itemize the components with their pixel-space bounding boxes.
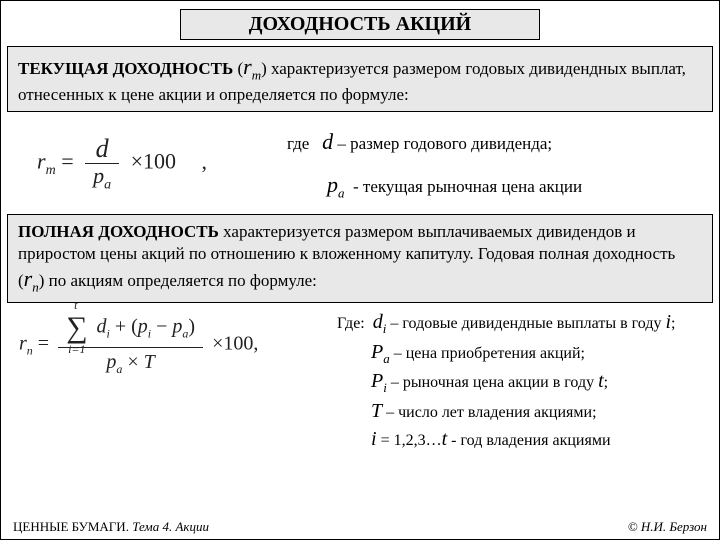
section-full-yield: ПОЛНАЯ ДОХОДНОСТЬ характеризуется размер… — [7, 214, 713, 303]
section1-bold: ТЕКУЩАЯ ДОХОДНОСТЬ — [18, 59, 233, 78]
slide-page: ДОХОДНОСТЬ АКЦИЙ ТЕКУЩАЯ ДОХОДНОСТЬ (rm)… — [0, 0, 720, 540]
formula2-defs: Где: di – годовые дивидендные выплаты в … — [337, 305, 713, 454]
footer-left: ЦЕННЫЕ БУМАГИ. Тема 4. Акции — [13, 519, 209, 535]
formula2-row: rn = t ∑ i=1 di + (pi − pa) pa × T ×100,… — [7, 305, 713, 454]
slide-footer: ЦЕННЫЕ БУМАГИ. Тема 4. Акции © Н.И. Берз… — [1, 519, 719, 535]
formula-full-yield: rn = t ∑ i=1 di + (pi − pa) pa × T ×100, — [7, 305, 337, 454]
footer-right: © Н.И. Берзон — [628, 519, 707, 535]
formula-current-yield: rm = d pa ×100 , — [7, 135, 277, 192]
formula1-defs: где d – размер годового дивиденда; pa - … — [277, 123, 713, 205]
formula1-row: rm = d pa ×100 , где d – размер годового… — [7, 116, 713, 212]
section-current-yield: ТЕКУЩАЯ ДОХОДНОСТЬ (rm) характеризуется … — [7, 46, 713, 112]
slide-title: ДОХОДНОСТЬ АКЦИЙ — [180, 9, 540, 40]
section2-bold: ПОЛНАЯ ДОХОДНОСТЬ — [18, 222, 219, 241]
